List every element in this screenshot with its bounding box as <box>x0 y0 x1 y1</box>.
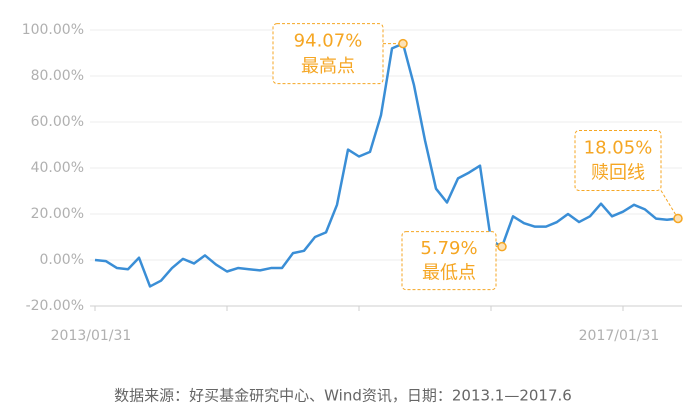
y-tick-label: 0.00% <box>40 252 84 268</box>
callout-label: 最高点 <box>301 56 355 77</box>
y-tick-label: -20.00% <box>26 298 84 314</box>
callout-label: 最低点 <box>422 262 476 283</box>
y-tick-label: 20.00% <box>31 206 84 222</box>
callout-value: 5.79% <box>420 238 477 259</box>
y-tick-label: 60.00% <box>31 114 84 130</box>
callout-leader <box>660 190 679 219</box>
callout-box <box>401 231 497 291</box>
highlight-point <box>673 213 683 224</box>
highlight-point <box>497 241 507 252</box>
y-tick-label: 40.00% <box>31 160 84 176</box>
callout-value: 18.05% <box>584 137 653 158</box>
source-note: 数据来源：好买基金研究中心、Wind资讯，日期：2013.1—2017.6 <box>114 387 572 405</box>
y-tick-label: 100.00% <box>22 22 84 38</box>
data-line <box>94 42 679 288</box>
callout-label: 赎回线 <box>591 163 645 184</box>
x-tick-label: 2017/01/31 <box>579 328 660 344</box>
x-tick-label: 2013/01/31 <box>51 328 132 344</box>
y-tick-label: 80.00% <box>31 68 84 84</box>
callout-box <box>272 23 384 85</box>
callout-value: 94.07% <box>294 31 363 52</box>
callout-box <box>574 129 662 191</box>
highlight-point <box>398 38 408 49</box>
